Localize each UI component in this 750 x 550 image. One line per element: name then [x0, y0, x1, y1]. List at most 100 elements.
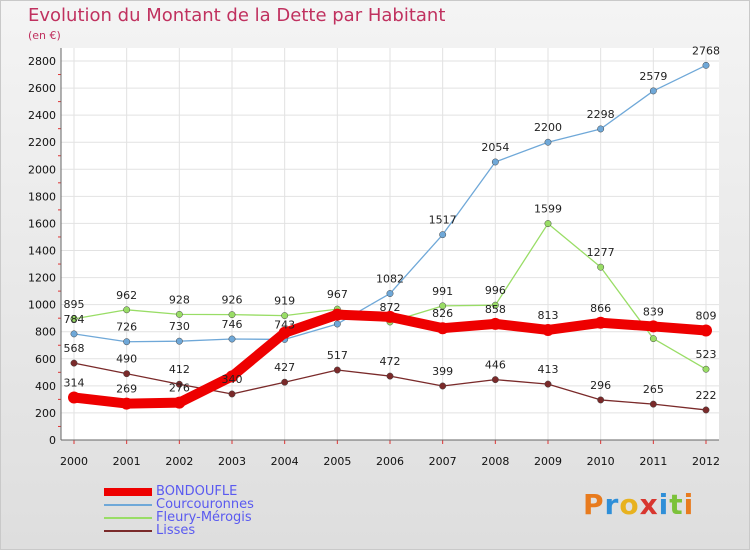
data-point: [333, 320, 341, 328]
y-tick-label: 2400: [28, 109, 56, 122]
legend-item: Fleury-Mérogis: [104, 510, 364, 525]
data-label: 1082: [376, 273, 404, 286]
proxiti-logo: Proxiti: [583, 488, 695, 521]
legend-swatch: [104, 504, 152, 506]
data-point: [384, 310, 396, 323]
data-label: 991: [432, 285, 453, 298]
data-point: [278, 326, 291, 339]
data-point: [647, 320, 660, 333]
data-point: [228, 311, 236, 319]
data-label: 866: [590, 302, 611, 315]
data-point: [544, 220, 552, 228]
x-tick-label: 2002: [165, 455, 193, 468]
data-label: 928: [169, 293, 190, 306]
legend-label: Fleury-Mérogis: [156, 510, 252, 525]
data-point: [702, 61, 710, 69]
x-tick-label: 2012: [692, 455, 720, 468]
legend-label: Courcouronnes: [156, 497, 254, 512]
data-point: [700, 324, 712, 337]
data-label: 784: [64, 313, 85, 326]
legend-swatch: [104, 488, 152, 496]
data-label: 2054: [481, 141, 509, 154]
legend-swatch: [104, 530, 152, 532]
data-label: 446: [485, 359, 506, 372]
data-label: 1517: [429, 214, 457, 227]
y-tick-label: 1400: [28, 245, 56, 258]
data-point: [331, 308, 344, 321]
data-point: [123, 338, 131, 346]
x-tick-label: 2003: [218, 455, 246, 468]
data-point: [649, 87, 657, 95]
data-point: [439, 231, 447, 239]
data-label: 858: [485, 303, 506, 316]
data-label: 222: [696, 389, 717, 402]
data-point: [175, 310, 183, 318]
data-label: 872: [380, 301, 401, 314]
x-tick-label: 2009: [534, 455, 562, 468]
y-tick-label: 1000: [28, 299, 56, 312]
legend-label: BONDOUFLE: [156, 484, 238, 499]
data-label: 826: [432, 307, 453, 320]
x-tick-label: 2011: [639, 455, 667, 468]
data-label: 2298: [587, 108, 615, 121]
data-point: [281, 312, 289, 320]
data-label: 413: [538, 363, 559, 376]
data-label: 340: [222, 373, 243, 386]
data-point: [173, 396, 186, 409]
data-label: 809: [696, 309, 717, 322]
data-label: 296: [590, 379, 611, 392]
data-label: 276: [169, 382, 190, 395]
legend-item: Lisses: [104, 523, 364, 538]
data-point: [436, 322, 449, 335]
data-point: [175, 380, 183, 388]
data-point: [68, 391, 80, 404]
y-tick-label: 600: [35, 353, 56, 366]
data-label: 523: [696, 348, 717, 361]
data-point: [226, 370, 238, 383]
data-label: 427: [274, 361, 295, 374]
data-point: [120, 397, 133, 410]
data-point: [491, 376, 499, 384]
x-tick-label: 2004: [271, 455, 299, 468]
data-point: [491, 158, 499, 166]
legend-item: Courcouronnes: [104, 497, 364, 512]
data-label: 996: [485, 284, 506, 297]
data-label: 412: [169, 363, 190, 376]
data-point: [228, 390, 236, 398]
data-label: 517: [327, 349, 348, 362]
data-label: 895: [64, 298, 85, 311]
data-point: [70, 315, 78, 323]
y-tick-label: 2200: [28, 136, 56, 149]
y-tick-label: 2800: [28, 55, 56, 68]
data-point: [386, 290, 394, 297]
x-tick-label: 2007: [429, 455, 457, 468]
data-label: 746: [222, 318, 243, 331]
x-tick-label: 2001: [113, 455, 141, 468]
data-label: 726: [116, 321, 137, 334]
data-label: 568: [64, 342, 85, 355]
y-tick-label: 0: [49, 434, 56, 447]
chart-unit: (en €): [28, 29, 61, 42]
data-label: 265: [643, 383, 664, 396]
data-label: 967: [327, 288, 348, 301]
data-point: [123, 370, 131, 378]
data-label: 730: [169, 320, 190, 333]
data-point: [597, 263, 605, 271]
data-label: 314: [64, 376, 85, 389]
y-tick-label: 1600: [28, 217, 56, 230]
y-tick-label: 400: [35, 380, 56, 393]
data-point: [544, 380, 552, 388]
data-point: [649, 335, 657, 343]
data-label: 962: [116, 289, 137, 302]
legend-swatch: [104, 517, 152, 519]
x-tick-label: 2005: [323, 455, 351, 468]
x-tick-label: 2006: [376, 455, 404, 468]
data-point: [439, 302, 447, 310]
data-label: 2200: [534, 121, 562, 134]
data-point: [544, 138, 552, 146]
data-label: 399: [432, 365, 453, 378]
y-tick-label: 1800: [28, 190, 56, 203]
y-tick-label: 200: [35, 407, 56, 420]
chart-title: Evolution du Montant de la Dette par Hab…: [28, 5, 446, 26]
